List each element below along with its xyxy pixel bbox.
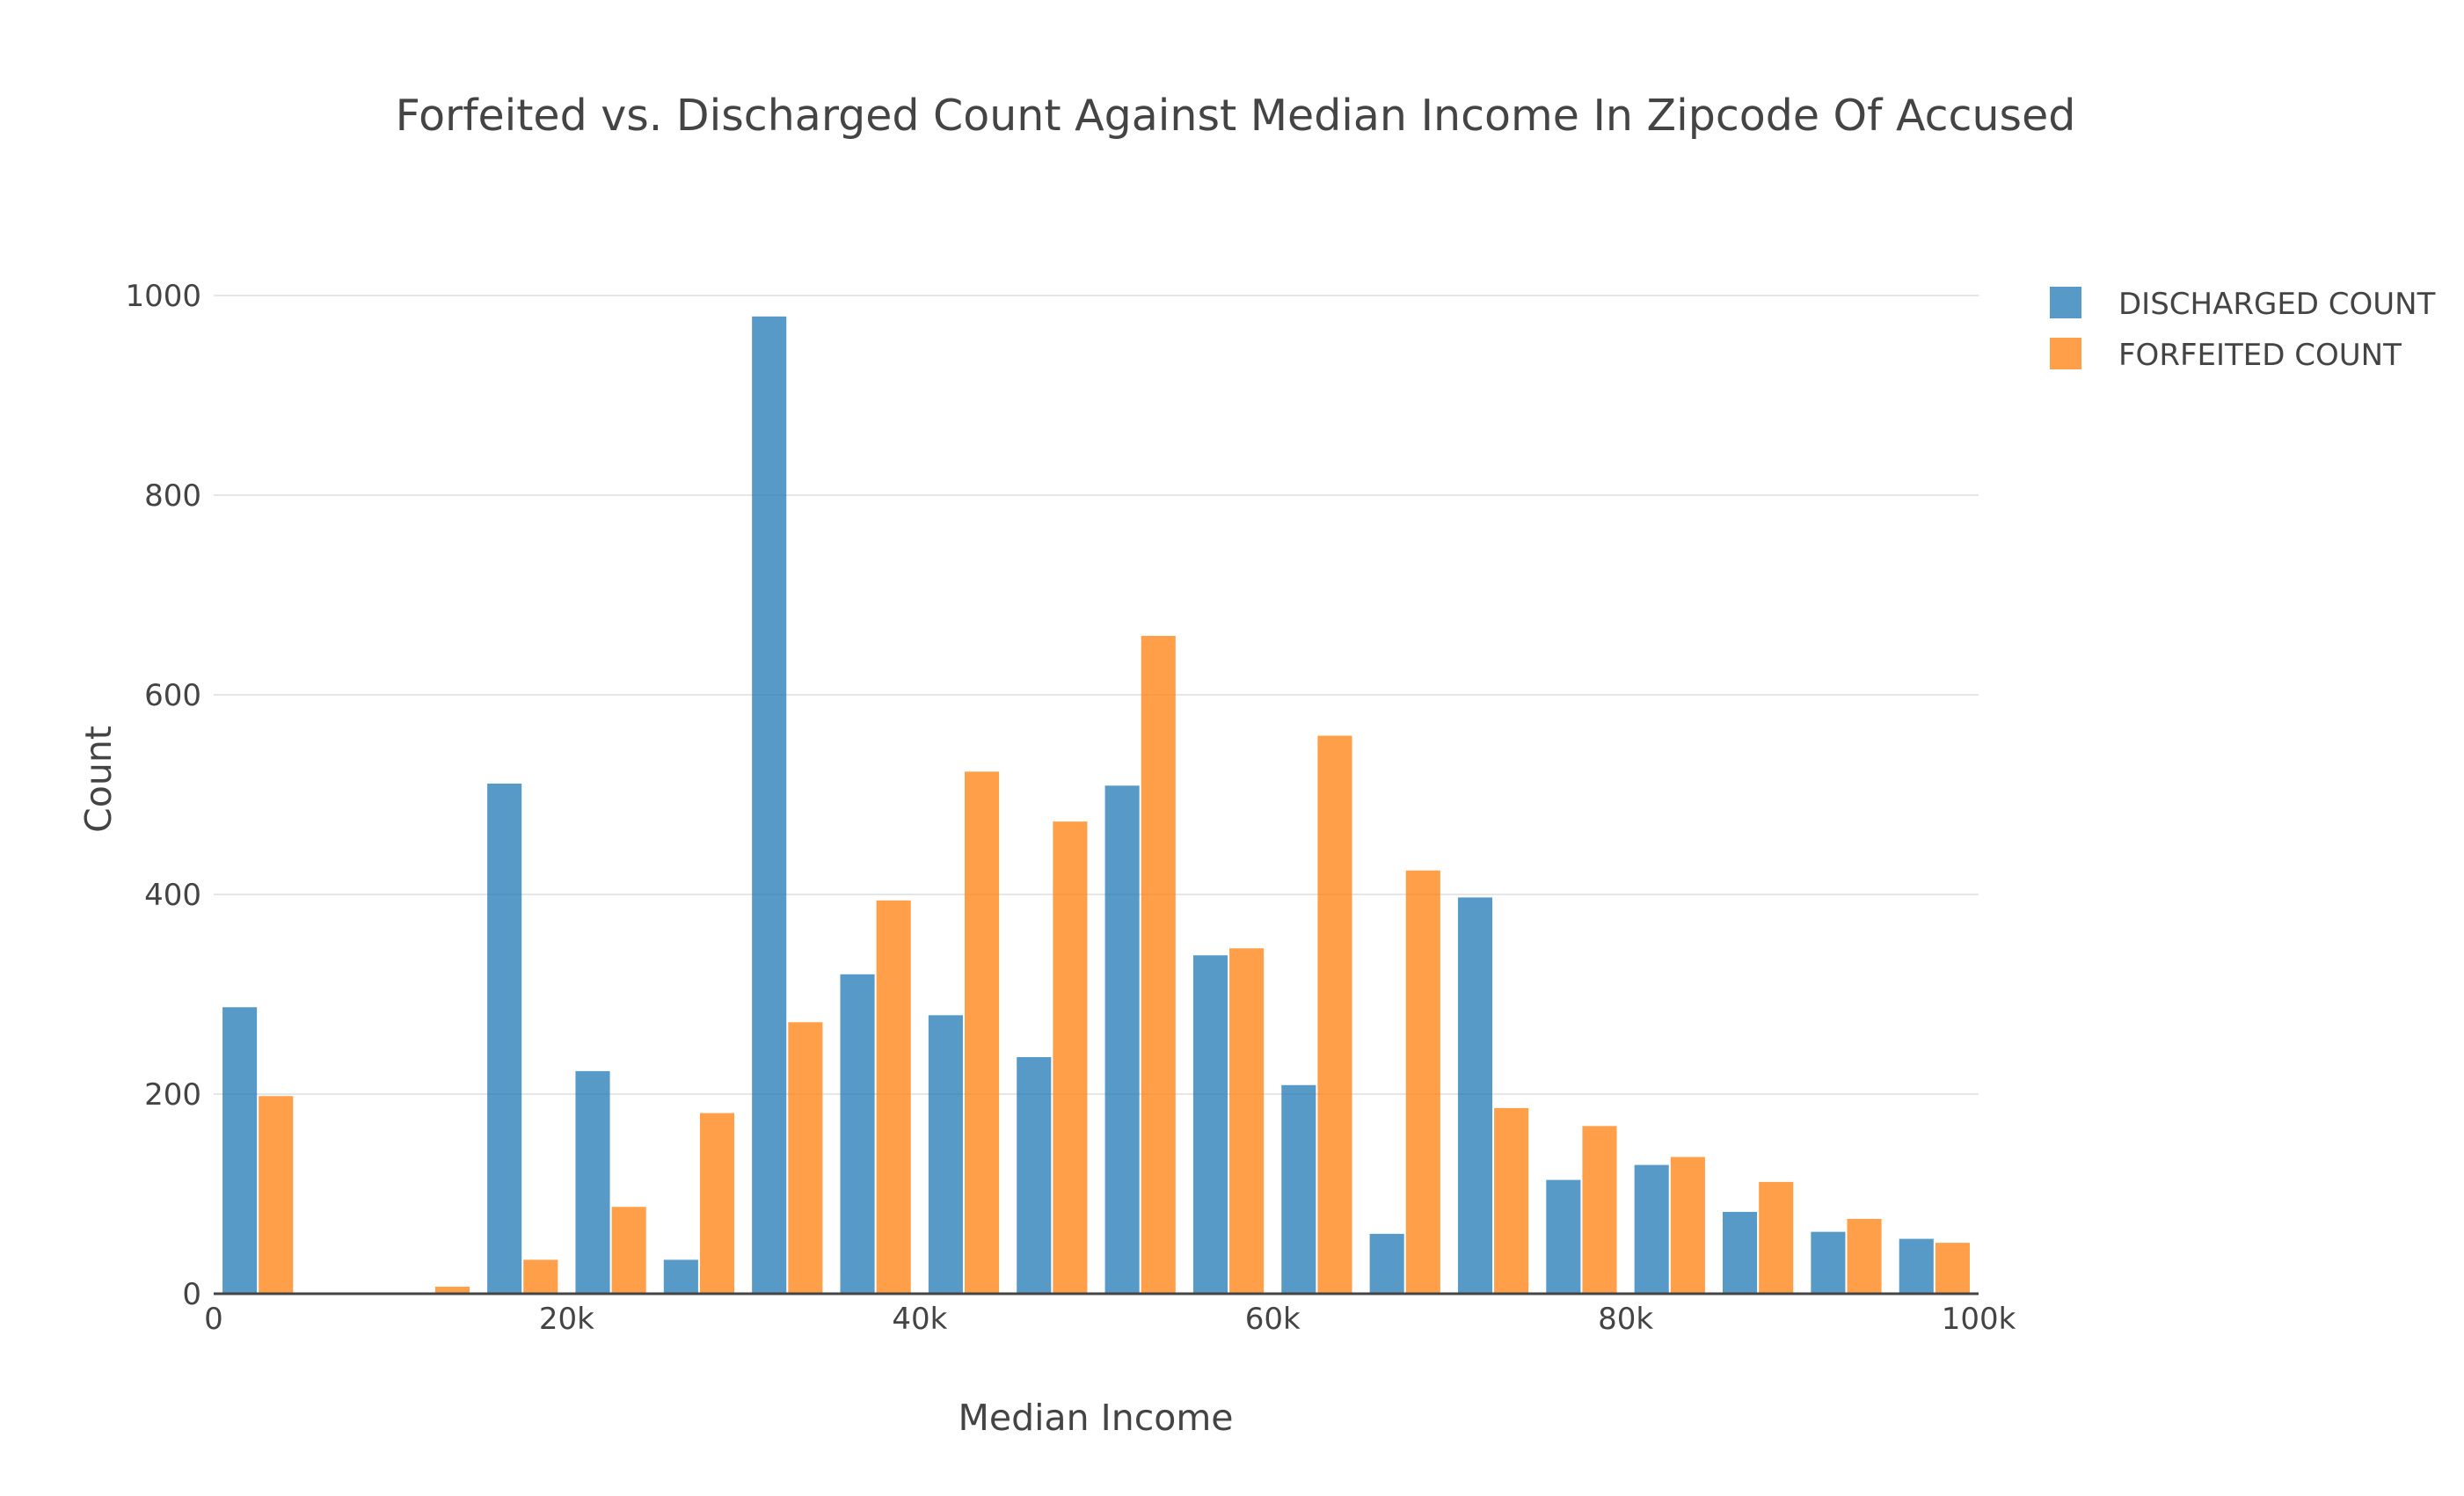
bar-discharged[interactable] — [1104, 785, 1140, 1294]
bar-discharged[interactable] — [752, 316, 787, 1295]
bar-discharged[interactable] — [222, 1007, 258, 1294]
bar-discharged[interactable] — [1457, 897, 1493, 1294]
x-tick-label: 100k — [1942, 1302, 2016, 1337]
chart-title: Forfeited vs. Discharged Count Against M… — [396, 91, 2076, 141]
bar-discharged[interactable] — [1281, 1084, 1316, 1294]
bar-forfeited[interactable] — [1582, 1126, 1617, 1294]
bar-discharged[interactable] — [1546, 1179, 1581, 1294]
x-tick-label: 60k — [1245, 1302, 1301, 1337]
bar-forfeited[interactable] — [523, 1259, 558, 1294]
bar-forfeited[interactable] — [965, 771, 1000, 1294]
bar-discharged[interactable] — [1899, 1238, 1934, 1294]
legend[interactable]: DISCHARGED COUNT FORFEITED COUNT — [2050, 287, 2436, 373]
bar-discharged[interactable] — [575, 1070, 610, 1294]
bar-forfeited[interactable] — [1670, 1157, 1705, 1294]
legend-label[interactable]: FORFEITED COUNT — [2118, 338, 2402, 373]
x-tick-label: 80k — [1598, 1302, 1653, 1337]
bar-discharged[interactable] — [1017, 1057, 1052, 1294]
bar-forfeited[interactable] — [1494, 1107, 1529, 1294]
x-axis-title: Median Income — [958, 1397, 1233, 1439]
bar-discharged[interactable] — [1634, 1164, 1669, 1294]
bar-discharged[interactable] — [1369, 1233, 1404, 1294]
bar-discharged[interactable] — [487, 784, 522, 1294]
bar-discharged[interactable] — [840, 974, 875, 1294]
bar-forfeited[interactable] — [1759, 1181, 1794, 1294]
bar-discharged[interactable] — [1723, 1211, 1758, 1294]
bar-forfeited[interactable] — [1141, 636, 1176, 1294]
bar-forfeited[interactable] — [611, 1207, 646, 1294]
bar-forfeited[interactable] — [434, 1287, 470, 1294]
gridlines — [214, 295, 1979, 1095]
bar-forfeited[interactable] — [1405, 870, 1440, 1294]
y-tick-label: 1000 — [125, 279, 201, 314]
y-tick-label: 400 — [144, 878, 201, 913]
bar-discharged[interactable] — [1811, 1231, 1846, 1294]
y-tick-label: 200 — [144, 1077, 201, 1113]
bar-forfeited[interactable] — [1053, 821, 1088, 1294]
bar-discharged[interactable] — [928, 1015, 963, 1294]
x-tick-label: 0 — [204, 1302, 223, 1337]
x-tick-label: 20k — [539, 1302, 594, 1337]
bars — [222, 316, 1970, 1295]
bar-forfeited[interactable] — [699, 1113, 735, 1294]
bar-forfeited[interactable] — [259, 1096, 294, 1294]
legend-label[interactable]: DISCHARGED COUNT — [2118, 287, 2436, 322]
bar-discharged[interactable] — [1192, 955, 1228, 1294]
y-axis-title: Count — [77, 726, 120, 833]
legend-swatch[interactable] — [2050, 287, 2081, 318]
bar-forfeited[interactable] — [1935, 1243, 1970, 1294]
bar-forfeited[interactable] — [876, 900, 911, 1294]
bar-forfeited[interactable] — [1847, 1218, 1882, 1295]
y-tick-label: 0 — [182, 1277, 201, 1312]
bar-forfeited[interactable] — [1229, 948, 1265, 1294]
bar-forfeited[interactable] — [1317, 735, 1352, 1294]
axes: 0 200 400 600 800 1000 0 20k 40k 60k 80k 100k — [125, 279, 2016, 1337]
y-tick-label: 800 — [144, 478, 201, 514]
bar-forfeited[interactable] — [788, 1022, 823, 1294]
x-tick-label: 40k — [892, 1302, 947, 1337]
bar-discharged[interactable] — [663, 1259, 698, 1294]
y-tick-label: 600 — [144, 678, 201, 713]
legend-swatch[interactable] — [2050, 338, 2081, 369]
